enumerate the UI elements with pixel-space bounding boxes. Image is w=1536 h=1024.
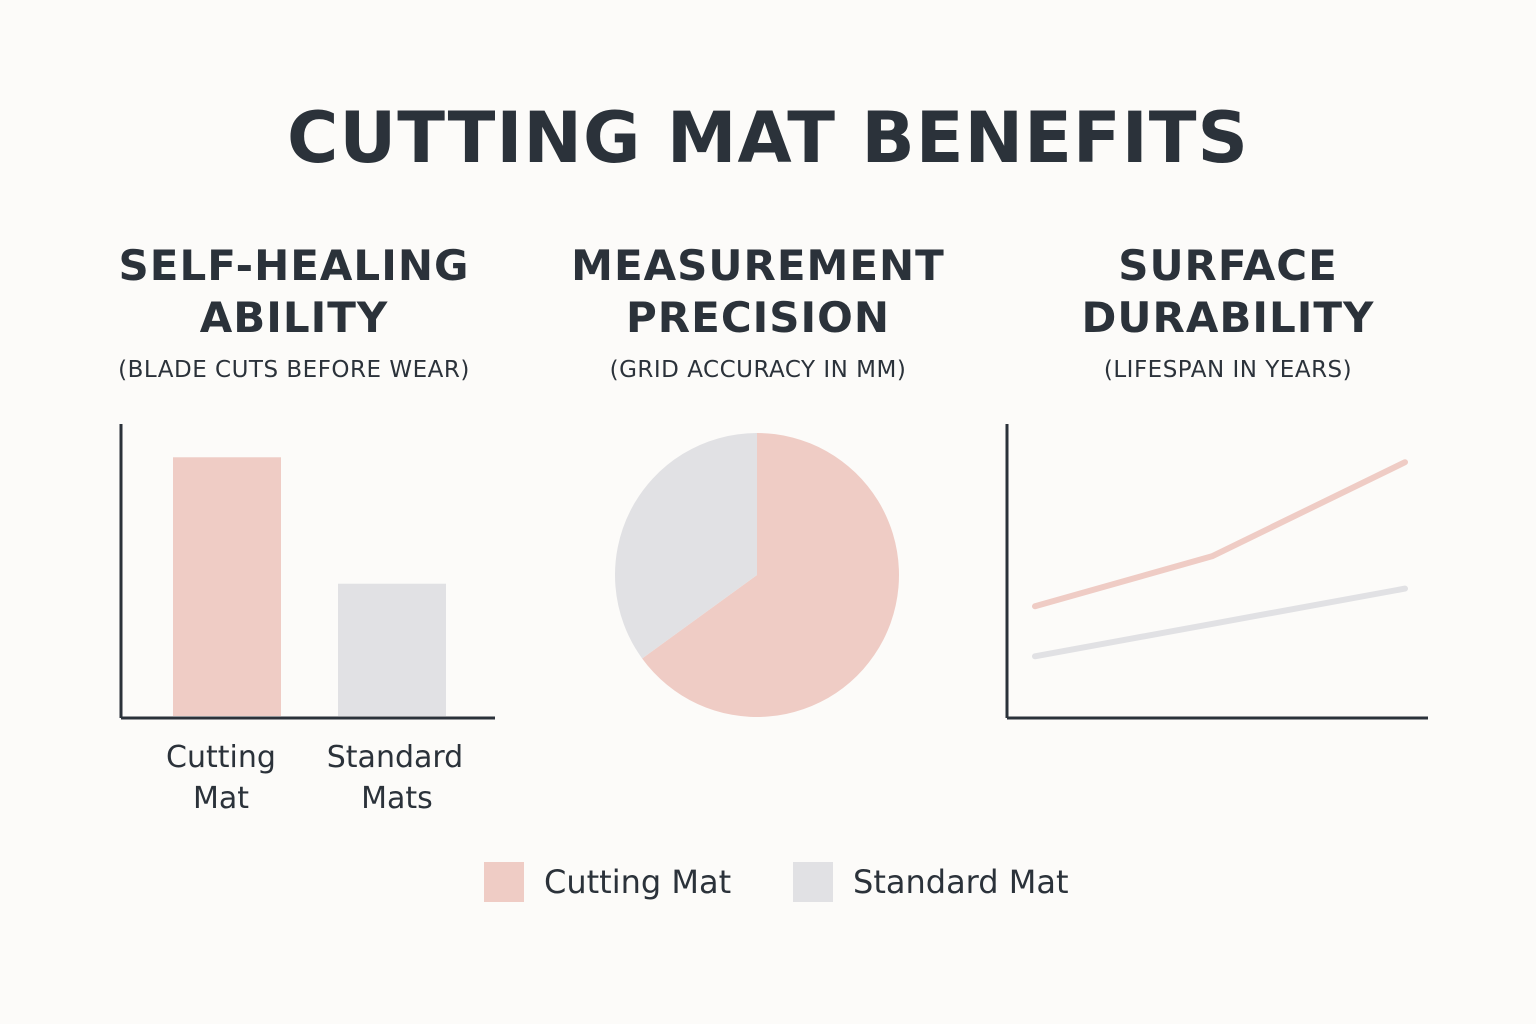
bar-cat-label-1-line1: Standard: [327, 740, 463, 775]
line-series-cutting-mat: [1032, 459, 1408, 610]
legend-item-standard-mat: Standard Mat: [793, 862, 1069, 902]
bar-cat-label-0-line2: Mat: [193, 781, 249, 816]
pie-slice-cutting-mat: [642, 433, 899, 717]
pie-chart-title-line1: MEASUREMENT: [571, 241, 945, 290]
line-chart-title-line1: SURFACE: [1118, 241, 1338, 290]
line-chart: [1005, 424, 1428, 720]
pie-slice-standard-mat: [615, 433, 757, 659]
pie-chart-subtitle: (GRID ACCURACY IN MM): [609, 357, 907, 383]
bar-cutting-mat: [173, 457, 281, 716]
pie-chart: [615, 433, 899, 717]
legend-label-standard-mat: Standard Mat: [853, 863, 1069, 901]
line-chart-header: SURFACE DURABILITY (LIFESPAN IN YEARS): [988, 240, 1468, 390]
legend-swatch-cutting-mat: [484, 862, 524, 902]
line-series-standard-mat: [1032, 585, 1408, 660]
bar-chart-title-line2: ABILITY: [199, 293, 389, 342]
legend-item-cutting-mat: Cutting Mat: [484, 862, 731, 902]
line-chart-subtitle: (LIFESPAN IN YEARS): [1103, 357, 1353, 383]
bar-cat-label-1-line2: Mats: [361, 781, 433, 816]
legend-swatch-standard-mat: [793, 862, 833, 902]
bar-chart: Cutting Mat Standard Mats: [119, 424, 495, 816]
legend-label-cutting-mat: Cutting Mat: [544, 863, 732, 901]
bar-chart-title-line1: SELF-HEALING: [118, 241, 470, 290]
bar-standard-mats: [338, 583, 446, 716]
page-title: CUTTING MAT BENEFITS: [287, 97, 1249, 179]
legend: Cutting Mat Standard Mat: [0, 862, 1536, 906]
bar-cat-label-0-line1: Cutting: [166, 740, 276, 775]
pie-chart-title-line2: PRECISION: [626, 293, 890, 342]
bar-chart-subtitle: (BLADE CUTS BEFORE WEAR): [118, 357, 470, 383]
pie-chart-header: MEASUREMENT PRECISION (GRID ACCURACY IN …: [518, 240, 998, 390]
line-chart-title-line2: DURABILITY: [1081, 293, 1375, 342]
bar-chart-header: SELF-HEALING ABILITY (BLADE CUTS BEFORE …: [54, 240, 534, 390]
